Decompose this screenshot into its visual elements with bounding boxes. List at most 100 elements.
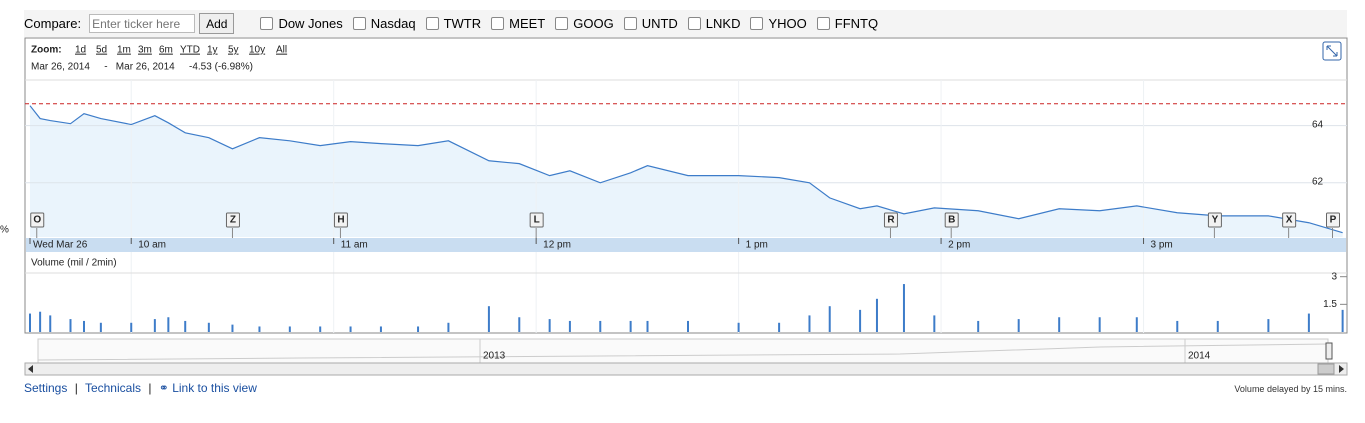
flag[interactable] xyxy=(944,212,959,228)
volume-bar xyxy=(977,320,980,332)
volume-bar xyxy=(153,319,156,332)
zoom-option[interactable]: 1m xyxy=(117,45,131,56)
volume-bar xyxy=(184,320,187,332)
y-tick-label: 3 xyxy=(1331,271,1337,282)
volume-bar xyxy=(1216,320,1219,332)
checkbox[interactable] xyxy=(687,17,701,30)
volume-bar xyxy=(933,315,936,332)
flag[interactable] xyxy=(333,212,348,228)
x-tick-label: 1 pm xyxy=(746,240,768,251)
scrollbar xyxy=(24,362,1348,376)
checkbox[interactable] xyxy=(623,17,637,30)
flag[interactable] xyxy=(225,212,240,228)
volume-bar xyxy=(1341,309,1344,332)
date-range: - xyxy=(104,62,107,73)
checkbox[interactable] xyxy=(491,17,505,30)
ticker-checkbox[interactable]: TWTR xyxy=(425,16,481,31)
ticker-name: YHOO xyxy=(768,16,807,31)
add-button[interactable]: Add xyxy=(199,13,235,34)
volume-bar xyxy=(258,326,261,332)
flag[interactable] xyxy=(30,212,45,228)
x-tick-label: 3 pm xyxy=(1151,240,1173,251)
zoom-option[interactable]: 10y xyxy=(249,45,265,56)
y-tick-label: 64 xyxy=(1312,119,1324,130)
ticker-checkbox[interactable]: LNKD xyxy=(687,16,740,31)
flag[interactable] xyxy=(1207,212,1222,228)
ticker-checkbox[interactable]: Dow Jones xyxy=(260,16,343,31)
volume-bar xyxy=(518,317,521,332)
edge-text: % xyxy=(0,225,9,236)
ticker-input[interactable] xyxy=(89,14,196,33)
zoom-option[interactable]: 5y xyxy=(228,45,239,56)
volume-bar xyxy=(379,326,382,332)
x-tick-label: 10 am xyxy=(138,240,166,251)
date-range: -4.53 (-6.98%) xyxy=(189,62,253,73)
zoom-option[interactable]: YTD xyxy=(180,45,200,56)
checkbox[interactable] xyxy=(750,17,764,30)
volume-bar xyxy=(1058,317,1061,332)
volume-bar xyxy=(875,298,878,332)
volume-bar xyxy=(1017,319,1020,332)
volume-bar xyxy=(82,320,85,332)
x-tick-label: Wed Mar 26 xyxy=(33,240,88,251)
volume-bar xyxy=(130,322,133,332)
volume-bar xyxy=(687,320,689,332)
volume-bar xyxy=(1098,317,1101,332)
ticker-name: Dow Jones xyxy=(278,16,343,31)
zoom-option[interactable]: All xyxy=(276,45,287,56)
ticker-checkbox[interactable]: FFNTQ xyxy=(816,16,878,31)
zoom-option[interactable]: 5d xyxy=(96,45,107,56)
checkbox[interactable] xyxy=(816,17,830,30)
checkbox[interactable] xyxy=(555,17,569,30)
ticker-checkbox[interactable]: YHOO xyxy=(750,16,807,31)
flag-label: O xyxy=(33,215,41,226)
checkbox[interactable] xyxy=(352,17,366,30)
volume-bar xyxy=(167,317,170,332)
link-text: Link to this view xyxy=(172,381,257,395)
ticker-checkbox[interactable]: MEET xyxy=(491,16,545,31)
y-tick-label: 1.5 xyxy=(1323,299,1337,310)
volume-bar xyxy=(902,284,905,332)
zoom-option[interactable]: 1d xyxy=(75,45,86,56)
divider: | xyxy=(74,381,78,395)
checkbox[interactable] xyxy=(260,17,274,30)
link-view[interactable]: ⚭ Link to this view xyxy=(158,381,257,395)
technicals-link[interactable]: Technicals xyxy=(84,381,141,395)
flag-label: L xyxy=(534,215,540,226)
zoom-option[interactable]: 6m xyxy=(159,45,173,56)
navigator-label: 2013 xyxy=(483,351,506,362)
ticker-checkbox[interactable]: Nasdaq xyxy=(352,16,416,31)
navigator-handle[interactable] xyxy=(1325,342,1333,360)
volume-bar xyxy=(231,324,234,332)
volume-bar xyxy=(1267,319,1270,332)
chart: Zoom: 1d 5d 1m 3m 6m YTD 1y 5y 10y All Mar 26, 2014… xyxy=(0,37,1348,376)
volume-bar xyxy=(646,320,649,332)
flag[interactable] xyxy=(529,212,544,228)
price-area xyxy=(30,105,1343,237)
volume-bar xyxy=(1135,317,1138,332)
volume-bar xyxy=(29,313,31,332)
volume-bar xyxy=(568,320,571,332)
settings-link[interactable]: Settings xyxy=(24,381,68,395)
flag-label: P xyxy=(1330,215,1337,226)
zoom-option[interactable]: 1y xyxy=(207,45,218,56)
flag-label: B xyxy=(948,215,955,226)
volume-bar xyxy=(1307,313,1310,332)
flag[interactable] xyxy=(883,212,898,228)
ticker-list: Dow Jones Nasdaq TWTR MEET GOOG UNTD LNKD YHOO F… xyxy=(250,16,878,31)
volume-bar xyxy=(319,326,322,332)
zoom-label: Zoom: xyxy=(31,45,62,56)
zoom-option[interactable]: 3m xyxy=(138,45,152,56)
flag[interactable] xyxy=(1282,212,1297,228)
flag[interactable] xyxy=(1326,212,1341,228)
ticker-checkbox[interactable]: UNTD xyxy=(623,16,678,31)
volume-bar xyxy=(39,311,42,332)
y-tick-label: 62 xyxy=(1312,176,1324,187)
toolbar: Compare: Add Dow Jones Nasdaq TWTR MEET GOOG… xyxy=(24,10,1347,37)
volume-bar xyxy=(808,315,811,332)
date-range: Mar 26, 2014 xyxy=(31,62,90,73)
ticker-checkbox[interactable]: GOOG xyxy=(555,16,614,31)
ticker-name: GOOG xyxy=(573,16,614,31)
checkbox[interactable] xyxy=(425,17,439,30)
